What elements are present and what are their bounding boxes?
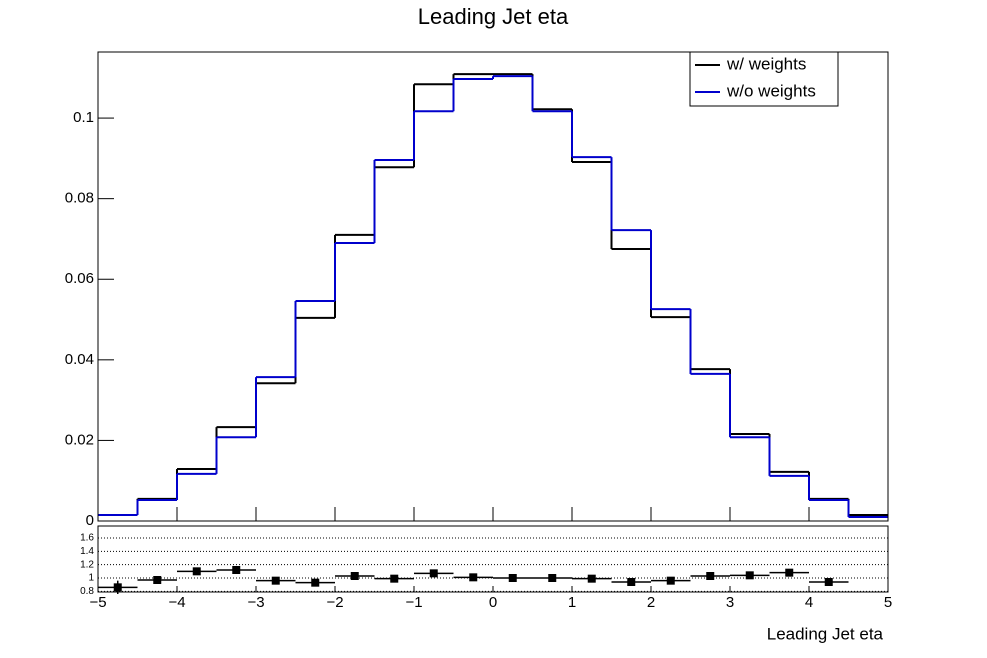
y-tick-label: 0.06: [65, 270, 94, 287]
x-tick-label: −1: [405, 594, 422, 611]
x-axis-label: Leading Jet eta: [767, 624, 884, 643]
x-tick-label: −2: [326, 594, 343, 611]
y-tick-label: 1.4: [80, 546, 94, 557]
ratio-point: [785, 568, 794, 577]
ratio-point: [232, 566, 241, 574]
legend-box: [689, 51, 839, 107]
ratio-point: [350, 572, 359, 580]
y-tick-label: 1.6: [80, 533, 94, 544]
ratio-point: [587, 574, 596, 583]
x-tick-label: 5: [884, 594, 892, 611]
ratio-point: [113, 583, 122, 592]
y-tick-label: 0.1: [73, 109, 94, 126]
y-tick-label: 0.8: [80, 586, 94, 597]
y-tick-label: 1.2: [80, 559, 94, 570]
y-tick-label: 0: [86, 512, 94, 529]
ratio-point: [192, 567, 201, 576]
x-tick-label: −4: [168, 594, 185, 611]
ratio-point: [508, 574, 517, 582]
ratio-point: [311, 578, 320, 587]
ratio-point: [271, 576, 280, 585]
x-tick-label: 1: [568, 594, 576, 611]
ratio-point: [429, 569, 438, 578]
y-tick-label: 0.08: [65, 190, 94, 207]
ratio-point: [627, 578, 636, 586]
ratio-point: [666, 576, 675, 585]
chart-title: Leading Jet eta: [418, 4, 569, 29]
ratio-point: [153, 576, 162, 584]
ratio-point: [706, 572, 715, 580]
x-tick-label: 2: [647, 594, 655, 611]
ratio-point: [390, 574, 399, 583]
y-tick-label: 0.04: [65, 351, 94, 368]
ratio-point: [548, 574, 557, 582]
ratio-point: [745, 571, 754, 580]
x-tick-label: 3: [726, 594, 734, 611]
legend-label: w/o weights: [726, 81, 816, 100]
legend-label: w/ weights: [726, 54, 806, 73]
x-tick-label: −3: [247, 594, 264, 611]
x-tick-label: 4: [805, 594, 813, 611]
x-tick-label: −5: [89, 594, 106, 611]
y-tick-label: 1: [88, 573, 94, 584]
x-tick-label: 0: [489, 594, 497, 611]
y-tick-label: 0.02: [65, 431, 94, 448]
ratio-point: [469, 573, 478, 582]
ratio-point: [824, 578, 833, 586]
